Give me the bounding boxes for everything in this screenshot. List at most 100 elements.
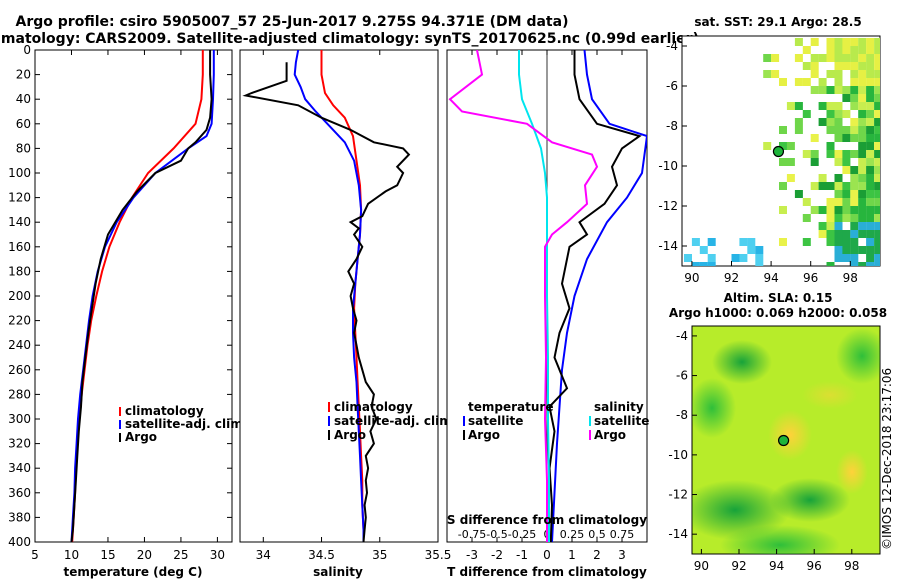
sst-cell — [802, 62, 811, 70]
sst-cell — [858, 158, 867, 166]
sst-cell — [842, 182, 851, 190]
sst-cell — [850, 54, 859, 62]
sst-argo-location-marker — [772, 145, 785, 158]
sst-cell — [763, 54, 772, 62]
sst-cell — [794, 102, 803, 110]
sst-cell — [850, 70, 859, 78]
sst-cell — [858, 86, 867, 94]
sst-cell — [826, 54, 835, 62]
sst-cell — [866, 102, 875, 110]
sst-cell — [834, 102, 843, 110]
xtick-label: 1 — [568, 548, 576, 562]
sst-cell — [858, 62, 867, 70]
sst-cell — [866, 118, 875, 126]
sst-cell — [826, 118, 835, 126]
map-ytick-label: -8 — [666, 119, 678, 133]
figure-title-line2: Climatology: CARS2009. Satellite-adjuste… — [0, 31, 699, 47]
sst-cell — [850, 182, 859, 190]
map-xtick-label: 94 — [769, 559, 784, 573]
sst-cell — [858, 246, 867, 254]
sst-cell — [858, 214, 867, 222]
sst-cell — [866, 54, 875, 62]
series-line-argo — [448, 50, 599, 542]
sst-cell — [866, 230, 875, 238]
sst-cell — [874, 190, 880, 198]
ytick-label: 240 — [8, 338, 31, 352]
map-ytick-label: -12 — [668, 488, 688, 502]
sst-cell — [786, 142, 795, 150]
sst-cell — [818, 78, 827, 86]
xtick-label: 5 — [31, 548, 39, 562]
sst-cell — [818, 102, 827, 110]
sst-cell — [818, 54, 827, 62]
sst-cell — [866, 142, 875, 150]
sst-cell — [874, 142, 880, 150]
sst-cell — [755, 246, 764, 254]
sst-cell — [874, 222, 880, 230]
sst-cell — [826, 126, 835, 134]
sst-cell — [874, 94, 880, 102]
sst-cell — [842, 62, 851, 70]
sst-cell — [779, 206, 787, 214]
ytick-label: 160 — [8, 240, 31, 254]
difference-top-label: S difference from climatology — [447, 513, 647, 527]
sst-cell — [866, 238, 875, 246]
sst-cell — [850, 198, 859, 206]
sst-cell — [834, 38, 843, 46]
sst-cell — [779, 78, 787, 86]
sst-cell — [850, 254, 859, 262]
sst-cell — [834, 214, 843, 222]
sst-cell — [850, 246, 859, 254]
sst-cell — [779, 158, 787, 166]
legend-temperature-title: temperature — [468, 400, 553, 414]
sst-cell — [858, 38, 867, 46]
sst-cell — [866, 198, 875, 206]
sst-cell — [826, 230, 835, 238]
sst-cell — [826, 262, 835, 266]
sst-cell — [826, 142, 835, 150]
sst-cell — [755, 262, 764, 266]
sst-map-title: sat. SST: 29.1 Argo: 28.5 — [694, 15, 861, 29]
ytick-label: 180 — [8, 264, 31, 278]
sst-cell — [858, 198, 867, 206]
sst-cell — [826, 70, 835, 78]
sst-cell — [874, 70, 880, 78]
sst-cell — [850, 238, 859, 246]
ytick-label: 40 — [16, 92, 31, 106]
ytick-label: 360 — [8, 486, 31, 500]
sst-cell — [834, 126, 843, 134]
sst-cell — [858, 190, 867, 198]
ytick-label: 80 — [16, 141, 31, 155]
sst-cell — [842, 94, 851, 102]
sst-cell — [810, 86, 819, 94]
map-xtick-label: 96 — [807, 559, 822, 573]
sst-cell — [874, 150, 880, 158]
sst-cell — [866, 222, 875, 230]
ytick-label: 280 — [8, 387, 31, 401]
legend-argo-label: Argo — [334, 428, 366, 442]
sst-cell — [866, 246, 875, 254]
xtick-label: -3 — [466, 548, 478, 562]
sst-cell — [818, 86, 827, 94]
sst-cell — [866, 158, 875, 166]
sst-cell — [842, 110, 851, 118]
temperature-xlabel: temperature (deg C) — [64, 565, 203, 579]
legend-s-argo-label: Argo — [594, 428, 626, 442]
sst-cell — [874, 214, 880, 222]
sst-cell — [794, 78, 803, 86]
sst-cell — [874, 246, 880, 254]
sla-map-panel: Altim. SLA: 0.15 Argo h1000: 0.069 h2000… — [668, 291, 887, 573]
sst-cell — [802, 198, 811, 206]
sst-cell — [858, 182, 867, 190]
xtick-label: 34.5 — [308, 548, 335, 562]
sst-cell — [858, 206, 867, 214]
s-xtick-label: -0.25 — [508, 528, 536, 541]
sst-cell — [866, 134, 875, 142]
map-xtick-label: 98 — [844, 559, 859, 573]
map-ytick-label: -10 — [668, 448, 688, 462]
ytick-label: 340 — [8, 461, 31, 475]
sst-cell — [842, 134, 851, 142]
sst-cell — [834, 174, 843, 182]
sst-cell — [866, 214, 875, 222]
legend-satellite-label: satellite-adj. clim. — [334, 414, 456, 428]
